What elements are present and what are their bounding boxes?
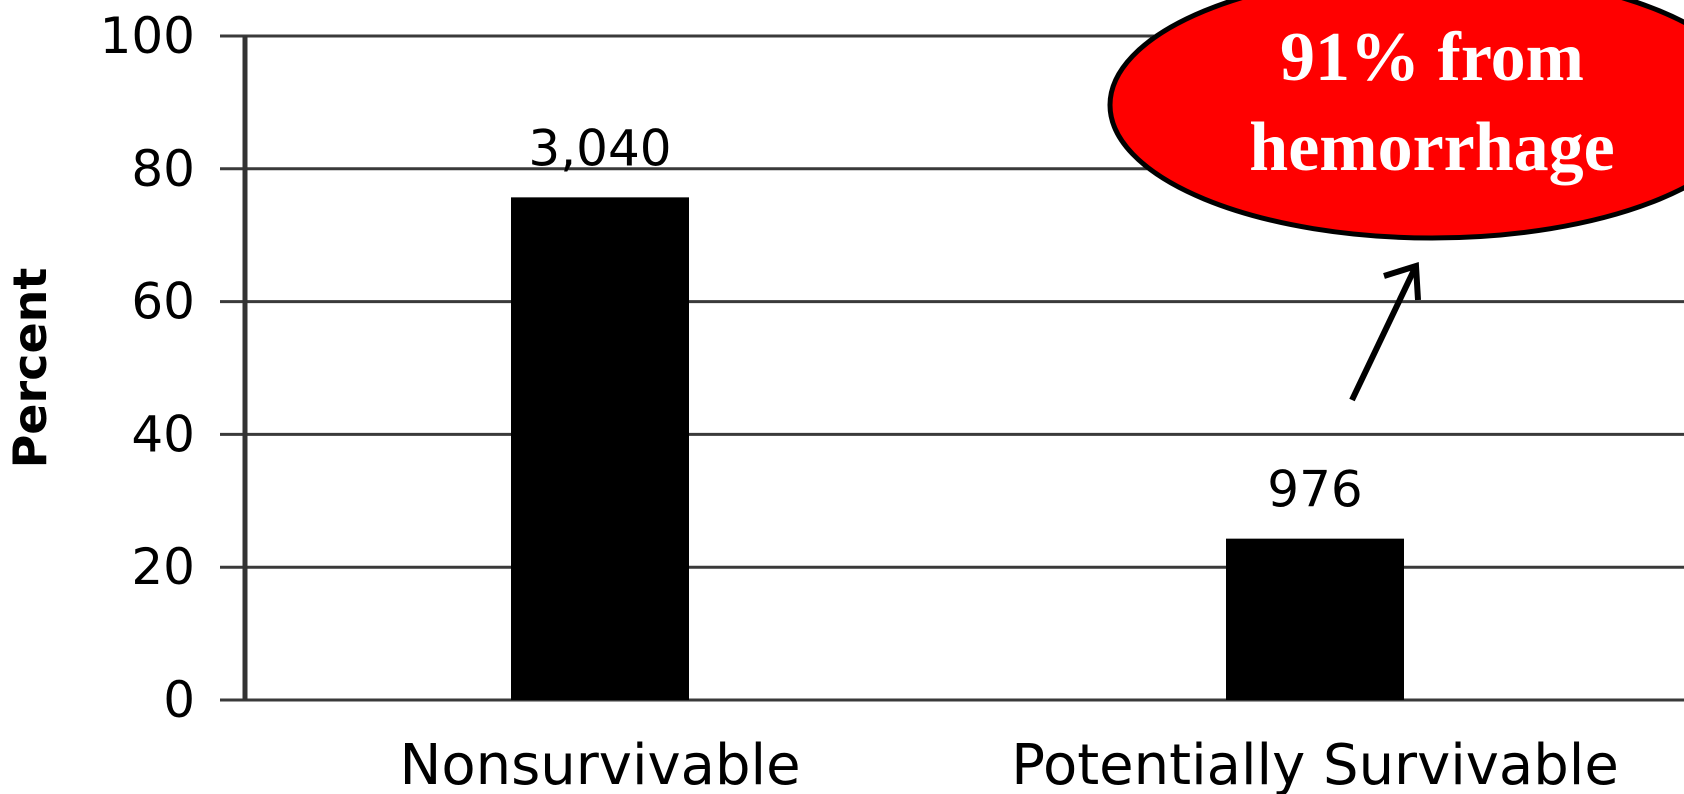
y-axis-title: Percent	[3, 268, 57, 469]
callout-text-line-2: hemorrhage	[1249, 109, 1614, 186]
category-label-0: Nonsurvivable	[399, 733, 800, 794]
category-label-1: Potentially Survivable	[1011, 733, 1619, 794]
bar-potentially-survivable	[1226, 538, 1404, 700]
x-axis-category-labels: Nonsurvivable Potentially Survivable	[399, 733, 1618, 794]
y-tick-label-80: 80	[131, 140, 195, 198]
bar-nonsurvivable	[511, 197, 689, 701]
data-labels: 3,040 976	[528, 119, 1362, 518]
data-label-1: 976	[1267, 461, 1362, 519]
callout-ellipse	[1107, 0, 1684, 241]
y-tick-label-40: 40	[131, 405, 195, 463]
y-tick-label-60: 60	[131, 273, 195, 331]
y-tick-label-20: 20	[131, 538, 195, 596]
gridlines	[220, 34, 1684, 702]
callout-text-line-1: 91% from	[1280, 19, 1584, 96]
hemorrhage-callout: 91% from hemorrhage	[1107, 0, 1684, 402]
y-axis-tick-labels: 0 20 40 60 80 100	[100, 7, 195, 729]
y-tick-label-100: 100	[100, 7, 195, 65]
callout-arrow-shaft	[1349, 268, 1417, 402]
callout-arrow-head	[1383, 261, 1421, 301]
bars	[511, 197, 1404, 701]
data-label-0: 3,040	[528, 119, 671, 177]
y-tick-label-0: 0	[163, 671, 195, 729]
